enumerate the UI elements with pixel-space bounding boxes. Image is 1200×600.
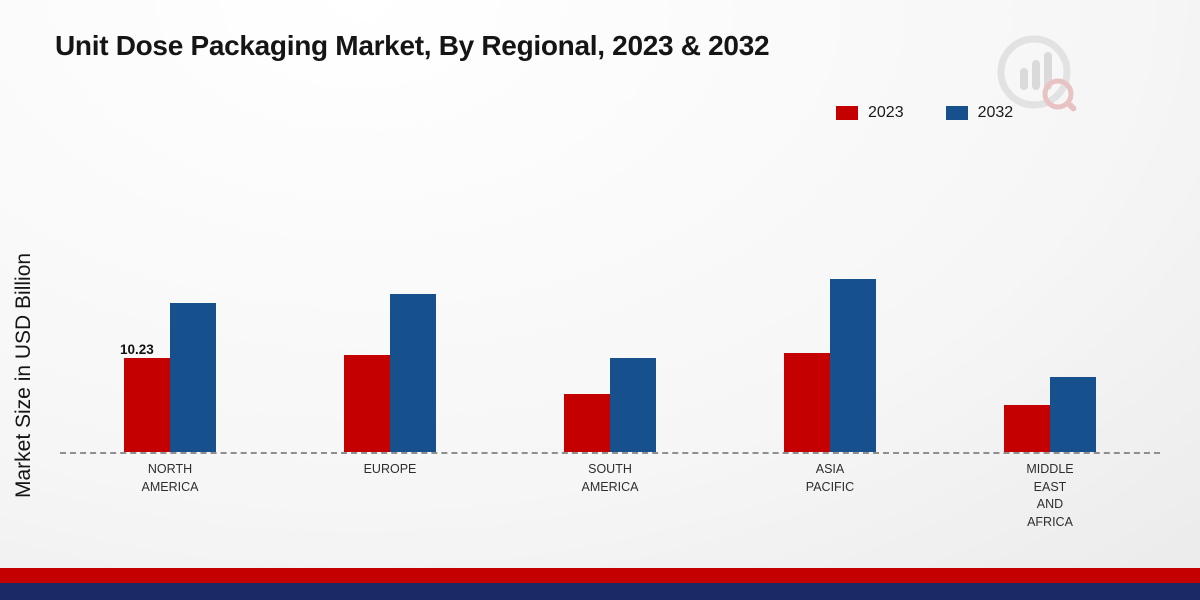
legend-swatch-2023 bbox=[836, 106, 858, 120]
category-label-3: ASIA PACIFIC bbox=[805, 462, 855, 494]
plot-area: 10.23 NORTH AMERICA EUROPE SOUTH AMERICA ASI… bbox=[60, 222, 1160, 529]
legend-label-2032: 2032 bbox=[977, 104, 1014, 121]
x-axis-baseline bbox=[60, 452, 1160, 454]
footer-stripe-navy bbox=[0, 583, 1200, 600]
bar-2023-category-3 bbox=[784, 352, 830, 452]
bar-2023-category-1 bbox=[344, 354, 390, 452]
bar-group-1: EUROPE bbox=[344, 293, 436, 476]
bar-2032-category-0 bbox=[170, 303, 216, 452]
bar-group-4: MIDDLE EAST AND AFRICA bbox=[1004, 376, 1096, 529]
bar-2023-category-0: 10.23 bbox=[120, 342, 170, 452]
legend: 2023 2032 bbox=[836, 104, 1013, 122]
bar-2023-category-2 bbox=[564, 394, 610, 452]
footer-stripe-red bbox=[0, 568, 1200, 583]
bar-group-3: ASIA PACIFIC bbox=[784, 279, 876, 494]
bar-2032-category-3 bbox=[830, 279, 876, 452]
bar-group-0: 10.23 NORTH AMERICA bbox=[120, 303, 216, 494]
bar-2023-category-4 bbox=[1004, 405, 1050, 452]
legend-item-2032: 2032 bbox=[945, 104, 1014, 122]
legend-label-2023: 2023 bbox=[868, 104, 904, 121]
legend-item-2023: 2023 bbox=[836, 104, 904, 122]
y-axis-label: Market Size in USD Billion bbox=[12, 252, 35, 498]
bar-chart-magnifier-logo-icon bbox=[997, 35, 1077, 112]
chart-title: Unit Dose Packaging Market, By Regional,… bbox=[55, 30, 770, 61]
category-label-4: MIDDLE EAST AND AFRICA bbox=[1026, 462, 1074, 529]
bar-group-2: SOUTH AMERICA bbox=[564, 358, 656, 494]
category-label-0: NORTH AMERICA bbox=[141, 462, 199, 494]
category-label-2: SOUTH AMERICA bbox=[581, 462, 639, 494]
bar-2032-category-2 bbox=[610, 358, 656, 452]
bar-2032-category-1 bbox=[390, 293, 436, 452]
bar-2032-category-4 bbox=[1050, 376, 1096, 452]
category-label-1: EUROPE bbox=[363, 462, 417, 476]
bar-value-label: 10.23 bbox=[120, 341, 154, 357]
legend-swatch-2032 bbox=[945, 106, 968, 120]
